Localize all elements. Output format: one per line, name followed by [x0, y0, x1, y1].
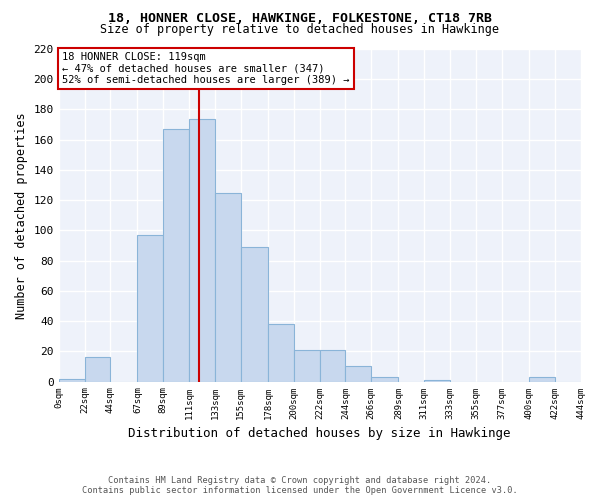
Bar — [241, 247, 268, 382]
Bar — [320, 350, 346, 382]
Text: Size of property relative to detached houses in Hawkinge: Size of property relative to detached ho… — [101, 22, 499, 36]
Bar — [59, 378, 85, 382]
Bar — [189, 118, 215, 382]
Bar — [268, 324, 294, 382]
Bar — [85, 358, 110, 382]
Bar — [163, 129, 189, 382]
Bar — [424, 380, 450, 382]
Text: Contains HM Land Registry data © Crown copyright and database right 2024.
Contai: Contains HM Land Registry data © Crown c… — [82, 476, 518, 495]
X-axis label: Distribution of detached houses by size in Hawkinge: Distribution of detached houses by size … — [128, 427, 511, 440]
Bar — [371, 377, 398, 382]
Text: 18 HONNER CLOSE: 119sqm
← 47% of detached houses are smaller (347)
52% of semi-d: 18 HONNER CLOSE: 119sqm ← 47% of detache… — [62, 52, 350, 85]
Bar — [137, 235, 163, 382]
Text: 18, HONNER CLOSE, HAWKINGE, FOLKESTONE, CT18 7RB: 18, HONNER CLOSE, HAWKINGE, FOLKESTONE, … — [108, 12, 492, 26]
Bar — [529, 377, 554, 382]
Bar — [215, 192, 241, 382]
Y-axis label: Number of detached properties: Number of detached properties — [15, 112, 28, 318]
Bar — [346, 366, 371, 382]
Bar — [294, 350, 320, 382]
